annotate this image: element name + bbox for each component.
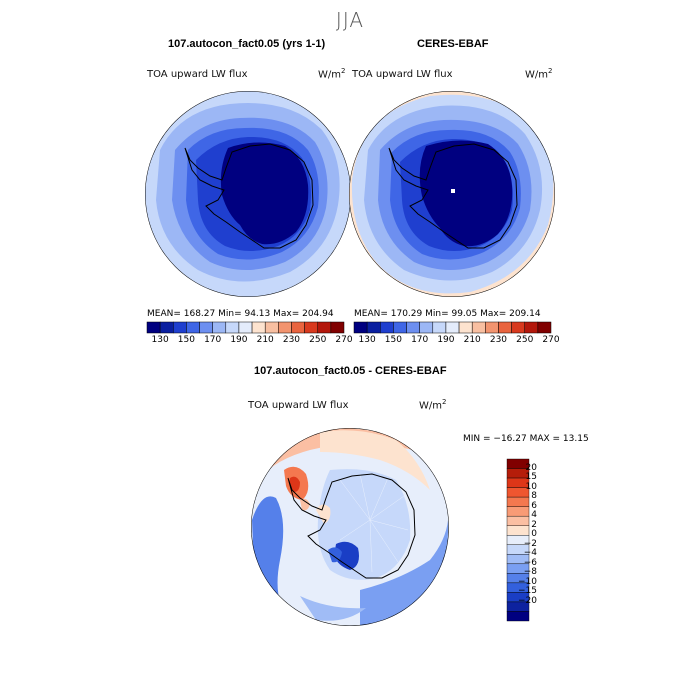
- left-stats: MEAN= 168.27 Min= 94.13 Max= 204.94: [147, 309, 334, 319]
- colorbar-swatch: [485, 321, 499, 334]
- colorbar-swatch: [353, 321, 368, 334]
- colorbar-tick-label: −8: [523, 567, 537, 578]
- left-variable-label: TOA upward LW flux: [147, 69, 248, 80]
- left-colorbar: [146, 321, 345, 334]
- colorbar-tick-label: −4: [523, 548, 537, 559]
- colorbar-tick-label: 8: [531, 491, 537, 502]
- colorbar-swatch: [304, 321, 318, 334]
- colorbar-tick-label: −2: [523, 538, 537, 549]
- colorbar-swatch: [506, 611, 530, 622]
- colorbar-swatch: [406, 321, 420, 334]
- difference-variable-label: TOA upward LW flux: [248, 400, 349, 411]
- right-variable-label: TOA upward LW flux: [352, 69, 453, 80]
- colorbar-swatch: [330, 321, 345, 334]
- colorbar-swatch: [186, 321, 200, 334]
- right-stats: MEAN= 170.29 Min= 99.05 Max= 209.14: [354, 309, 541, 319]
- colorbar-tick-label: −6: [523, 557, 537, 568]
- colorbar-tick-label: 0: [531, 529, 537, 540]
- season-title: JJA: [335, 8, 365, 32]
- colorbar-tick-label: 130: [151, 335, 169, 345]
- colorbar-swatch: [225, 321, 240, 334]
- right-units-label: W/m2: [525, 67, 553, 81]
- ice-region: [419, 140, 513, 247]
- right-colorbar: [353, 321, 552, 334]
- colorbar-tick-label: 6: [531, 500, 537, 511]
- colorbar-swatch: [380, 321, 394, 334]
- colorbar-tick-label: 230: [489, 335, 508, 345]
- colorbar-swatch: [251, 321, 266, 334]
- colorbar-swatch: [173, 321, 187, 334]
- colorbar-swatch: [238, 321, 253, 334]
- antarctica-coastline: [388, 143, 518, 249]
- ice-region: [220, 142, 309, 245]
- colorbar-swatch: [159, 321, 174, 334]
- colorbar-swatch: [458, 321, 473, 334]
- colorbar-swatch: [419, 321, 434, 334]
- difference-colorbar: [506, 458, 530, 622]
- colorbar-tick-label: 15: [525, 472, 537, 483]
- difference-panel-title: 107.autocon_fact0.05 - CERES-EBAF: [254, 365, 447, 377]
- colorbar-swatch: [432, 321, 447, 334]
- colorbar-swatch: [471, 321, 486, 334]
- colorbar-tick-label: 250: [516, 335, 534, 345]
- colorbar-swatch: [498, 321, 512, 334]
- difference-units-label: W/m2: [419, 398, 447, 412]
- colorbar-swatch: [199, 321, 213, 334]
- colorbar-tick-label: 210: [463, 335, 481, 345]
- difference-map: [251, 428, 449, 626]
- colorbar-swatch: [524, 321, 539, 334]
- colorbar-tick-label: 170: [204, 335, 222, 345]
- colorbar-tick-label: −20: [518, 595, 537, 606]
- colorbar-tick-label: 190: [437, 335, 455, 345]
- colorbar-swatch: [291, 321, 305, 334]
- colorbar-tick-label: 190: [230, 335, 248, 345]
- colorbar-swatch: [511, 321, 525, 334]
- colorbar-swatch: [317, 321, 332, 334]
- antarctica-coastline: [287, 473, 416, 579]
- colorbar-tick-label: −10: [518, 576, 537, 587]
- colorbar-swatch: [393, 321, 407, 334]
- left-panel-title: 107.autocon_fact0.05 (yrs 1-1): [168, 38, 326, 50]
- right-panel-title: CERES-EBAF: [417, 38, 489, 50]
- colorbar-swatch: [264, 321, 279, 334]
- colorbar-swatch: [212, 321, 227, 334]
- colorbar-tick-label: 250: [309, 335, 327, 345]
- colorbar-swatch: [146, 321, 161, 334]
- right-map: [349, 91, 555, 297]
- antarctica-coastline: [184, 143, 314, 249]
- colorbar-swatch: [537, 321, 552, 334]
- colorbar-swatch: [445, 321, 460, 334]
- left-units-label: W/m2: [318, 67, 346, 81]
- colorbar-tick-label: 150: [177, 335, 195, 345]
- colorbar-tick-label: 130: [358, 335, 376, 345]
- colorbar-tick-label: −15: [518, 586, 537, 597]
- colorbar-tick-label: 20: [525, 462, 537, 473]
- colorbar-swatch: [366, 321, 381, 334]
- colorbar-tick-label: 2: [531, 519, 537, 530]
- colorbar-tick-label: 230: [282, 335, 301, 345]
- colorbar-swatch: [278, 321, 292, 334]
- colorbar-tick-label: 270: [542, 335, 560, 345]
- colorbar-tick-label: 4: [531, 510, 537, 521]
- colorbar-tick-label: 210: [256, 335, 274, 345]
- colorbar-tick-label: 10: [525, 481, 537, 492]
- colorbar-tick-label: 170: [411, 335, 429, 345]
- left-map: [145, 91, 351, 297]
- colorbar-tick-label: 150: [384, 335, 402, 345]
- difference-minmax: MIN = −16.27 MAX = 13.15: [463, 434, 589, 444]
- colorbar-tick-label: 270: [335, 335, 353, 345]
